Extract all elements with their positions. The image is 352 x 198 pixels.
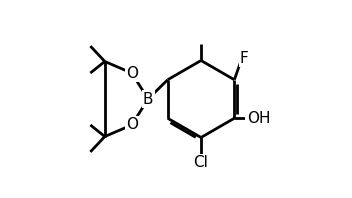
Text: F: F: [240, 51, 249, 66]
Text: OH: OH: [247, 111, 270, 126]
Text: B: B: [143, 91, 153, 107]
Text: O: O: [126, 66, 138, 81]
Text: O: O: [126, 117, 138, 132]
Text: Cl: Cl: [194, 155, 208, 170]
